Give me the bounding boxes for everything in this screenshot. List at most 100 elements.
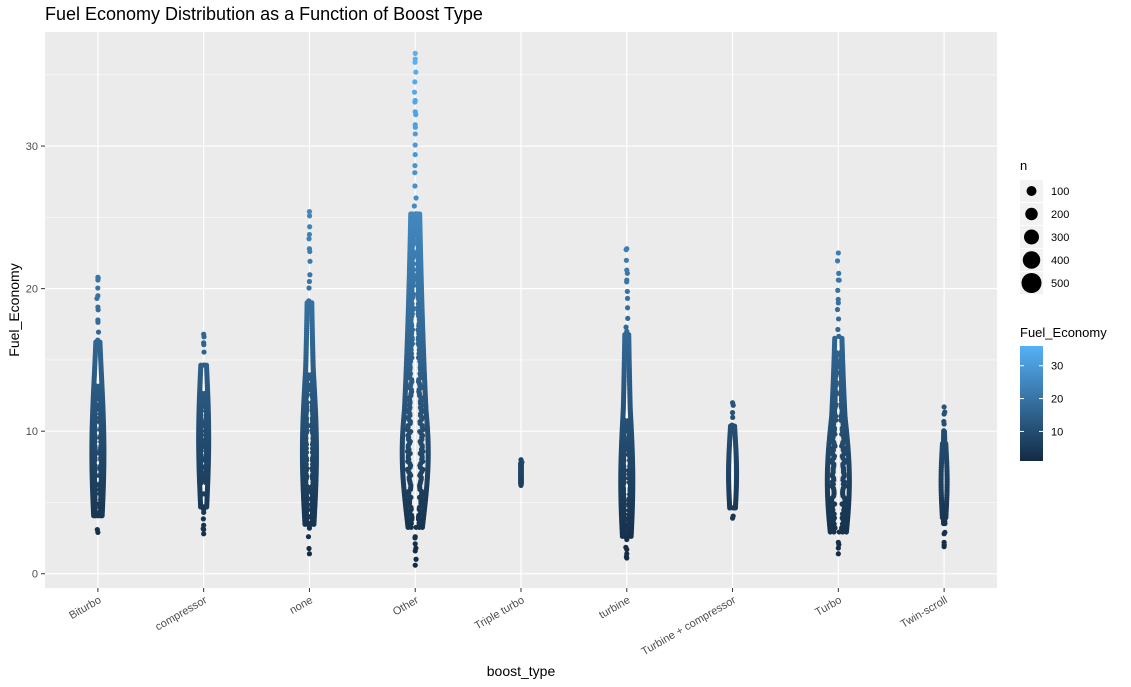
- outlier-point: [835, 539, 841, 545]
- series-biturbo: [89, 274, 107, 536]
- data-point: [835, 326, 841, 333]
- data-point: [624, 295, 631, 301]
- size-legend-circle: [1025, 207, 1038, 221]
- outlier-point: [201, 340, 207, 346]
- series-turbine-compressor: [725, 400, 740, 521]
- data-point: [95, 513, 101, 519]
- colorbar: [1020, 346, 1043, 461]
- data-point: [942, 520, 948, 527]
- outlier-point: [518, 478, 524, 484]
- outlier-point: [412, 122, 418, 128]
- x-tick-label: Biturbo: [67, 594, 103, 622]
- outlier-point: [518, 467, 524, 473]
- y-tick-label: 30: [26, 141, 38, 153]
- data-point: [624, 288, 630, 295]
- outlier-point: [95, 293, 101, 299]
- series-none: [299, 209, 320, 557]
- x-axis: Biturbo compressor none Other Triple turbo tu…: [67, 588, 950, 658]
- outlier-point: [941, 404, 947, 410]
- data-point: [413, 69, 419, 75]
- outlier-point: [306, 278, 313, 285]
- outlier-point: [729, 410, 736, 416]
- data-point: [623, 324, 629, 330]
- color-legend-title: Fuel_Economy: [1020, 325, 1107, 340]
- data-point: [836, 270, 842, 276]
- outlier-point: [95, 317, 101, 323]
- data-point: [834, 258, 841, 264]
- data-point: [729, 422, 735, 428]
- data-point: [306, 213, 313, 219]
- x-tick-label: Twin-scroll: [899, 594, 950, 630]
- data-point: [832, 335, 838, 341]
- x-tick-label: Other: [391, 594, 421, 618]
- size-legend-label: 200: [1051, 209, 1069, 221]
- data-point: [307, 224, 313, 230]
- data-point: [730, 505, 736, 511]
- series-triple-turbo: [518, 457, 525, 488]
- outlier-point: [729, 515, 736, 521]
- data-point: [625, 315, 631, 321]
- x-tick-label: none: [288, 594, 315, 617]
- data-point: [412, 79, 418, 85]
- outlier-point: [835, 300, 841, 306]
- data-point: [412, 131, 418, 137]
- outlier-point: [201, 506, 207, 513]
- size-legend: n 100 200 300 400 500: [1020, 158, 1069, 294]
- y-tick-label: 10: [26, 426, 38, 438]
- outlier-point: [412, 97, 418, 104]
- outlier-point: [624, 267, 630, 273]
- size-legend-circle: [1024, 229, 1039, 245]
- data-point: [412, 183, 418, 189]
- data-point: [307, 258, 313, 264]
- x-tick-label: Triple turbo: [473, 594, 527, 632]
- series-turbine: [618, 246, 636, 561]
- outlier-point: [624, 551, 630, 557]
- outlier-point: [518, 457, 524, 463]
- color-legend: Fuel_Economy 10 20 30: [1020, 325, 1107, 461]
- data-point: [95, 285, 101, 291]
- data-point: [411, 89, 418, 95]
- data-point: [95, 329, 102, 335]
- data-point: [835, 287, 841, 293]
- outlier-point: [941, 421, 947, 427]
- series-turbo: [824, 250, 852, 557]
- outlier-point: [624, 546, 630, 553]
- data-point: [95, 337, 101, 343]
- outlier-point: [624, 328, 630, 334]
- colorbar-tick-label: 20: [1051, 394, 1063, 406]
- outlier-point: [306, 209, 313, 215]
- outlier-point: [201, 331, 207, 337]
- outlier-point: [835, 545, 841, 551]
- points-layer: [89, 50, 950, 568]
- outlier-point: [306, 300, 313, 306]
- outlier-point: [412, 541, 418, 547]
- outlier-point: [941, 531, 947, 537]
- data-point: [413, 556, 419, 562]
- size-legend-label: 400: [1051, 255, 1069, 267]
- chart-title: Fuel Economy Distribution as a Function …: [45, 4, 483, 24]
- data-point: [200, 516, 206, 522]
- outlier-point: [835, 250, 841, 256]
- size-legend-title: n: [1020, 158, 1027, 173]
- outlier-point: [624, 277, 630, 283]
- outlier-point: [201, 522, 207, 528]
- outlier-point: [201, 491, 207, 497]
- outlier-point: [624, 246, 630, 252]
- outlier-point: [95, 304, 101, 310]
- outlier-point: [306, 246, 313, 252]
- outlier-point: [624, 531, 630, 537]
- outlier-point: [941, 411, 947, 417]
- outlier-point: [412, 109, 418, 115]
- size-legend-circle: [1022, 251, 1041, 269]
- data-point: [412, 142, 418, 148]
- data-point: [413, 195, 419, 201]
- data-point: [413, 524, 419, 530]
- data-point: [730, 414, 736, 421]
- data-point: [624, 305, 631, 311]
- size-legend-label: 100: [1051, 186, 1069, 198]
- y-axis: 0 10 20 30: [26, 141, 45, 581]
- colorbar-tick-label: 10: [1051, 426, 1063, 438]
- data-point: [307, 272, 313, 278]
- data-point: [413, 211, 419, 217]
- outlier-point: [201, 531, 207, 537]
